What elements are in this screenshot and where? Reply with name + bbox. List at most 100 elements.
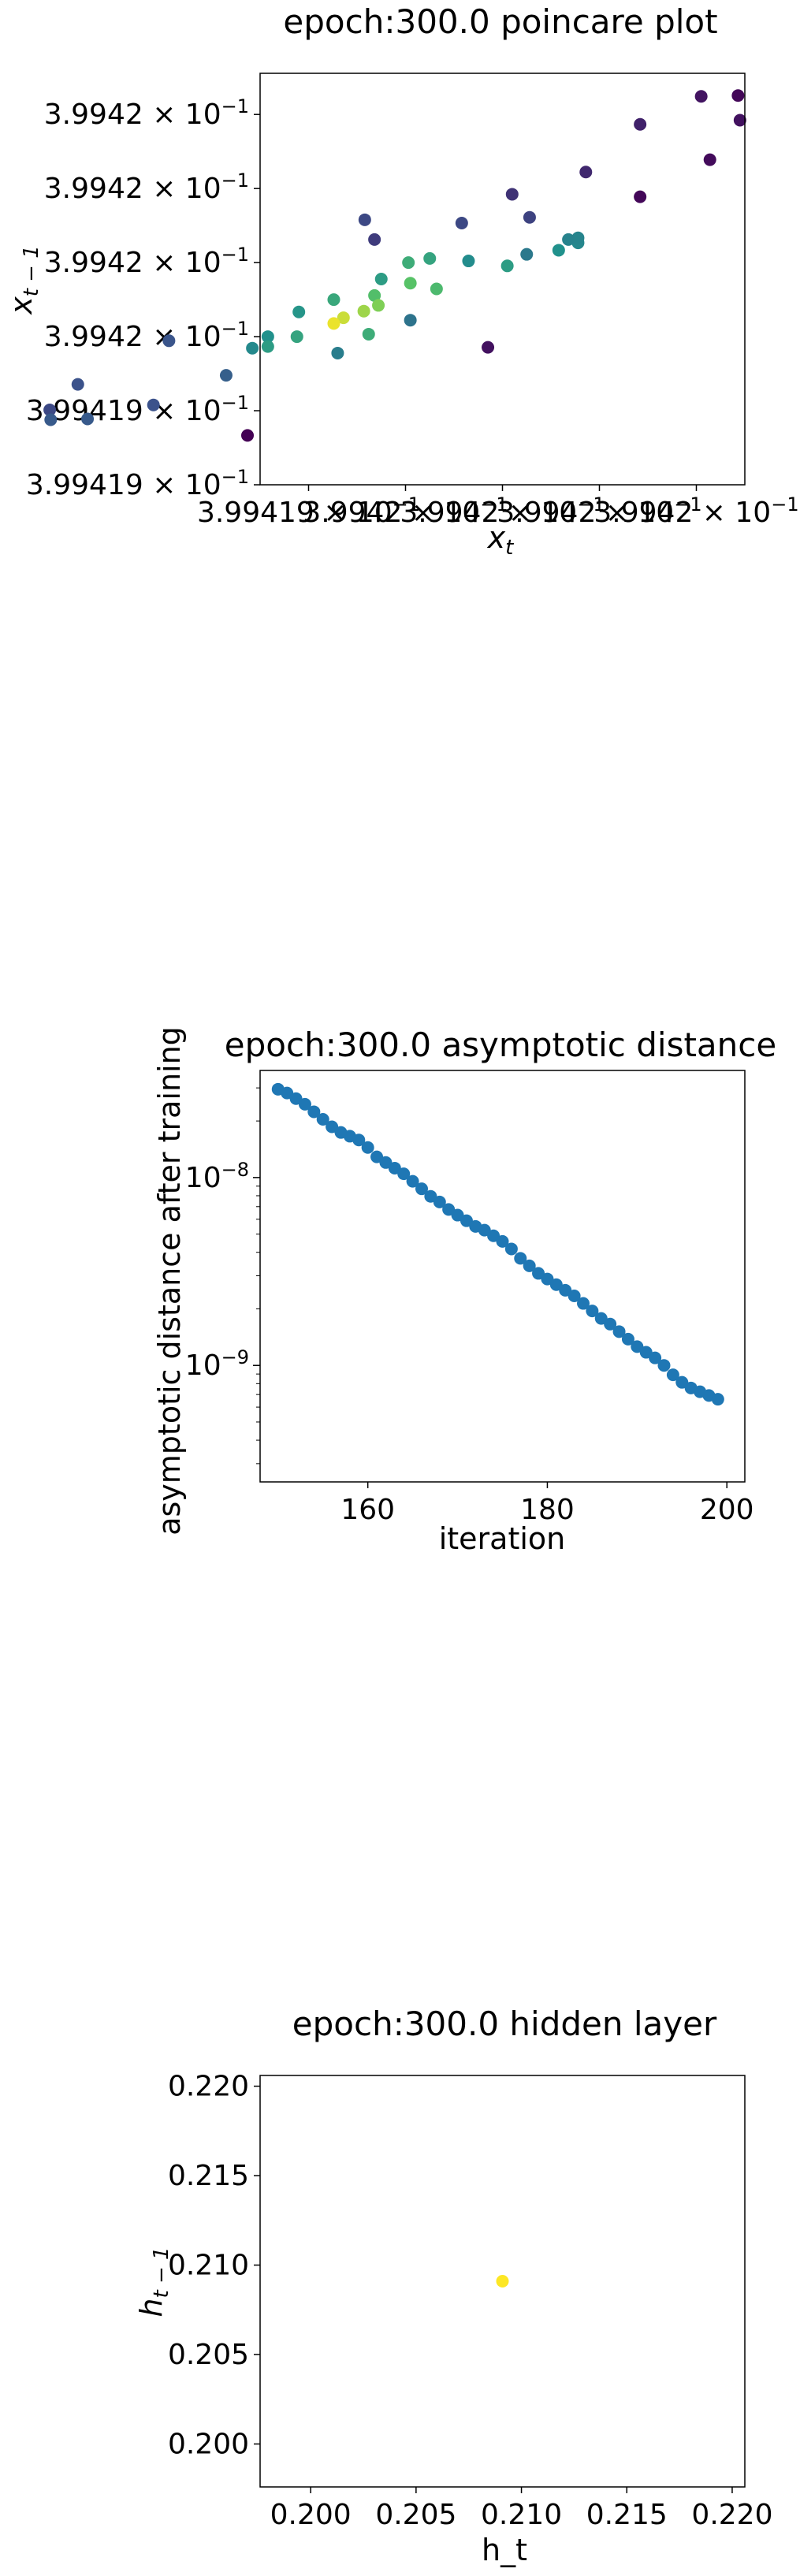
data-point [694,90,708,103]
x-tick-labels: 0.200 0.205 0.210 0.215 0.220 [270,2487,772,2531]
data-point [362,327,375,341]
data-point [352,1134,366,1147]
y-tick-label: 0.220 [168,2071,249,2103]
data-point [523,1259,536,1272]
data-point [379,1156,393,1169]
data-point [368,233,381,246]
data-point [594,1312,608,1325]
x-tick-label: 0.210 [481,2499,562,2531]
data-point [504,1242,518,1256]
y-tick-label: 3.99419 × 10−1 [26,466,249,501]
data-point [404,277,417,290]
plot-frame [259,73,746,486]
data-point [657,1359,671,1372]
y-tick-label: 3.9942 × 10−1 [44,169,249,205]
data-point [505,188,519,201]
y-axis-label: ht − 1 [134,2247,173,2317]
x-tick-label: 3.9942 × 10−1 [303,493,508,529]
data-point [327,317,340,330]
data-point [455,217,468,230]
data-point [331,346,344,359]
plot-frame [259,1070,746,1483]
data-point [388,1161,401,1174]
data-points [43,89,746,442]
x-tick-label: 3.99419 × 10−1 [197,493,420,529]
data-point [397,1167,411,1181]
x-axis-label: h_t [482,2533,527,2567]
x-tick-label: 3.9942 × 10−1 [593,493,798,529]
data-point [406,1174,419,1188]
asymptotic-distance-chart: epoch:300.0 asymptotic distance 10−8 10−9… [152,1026,776,1556]
data-point [649,1351,662,1364]
data-point [241,429,255,442]
data-point [634,117,647,131]
data-point [147,398,160,411]
data-points [496,2275,509,2288]
data-point [246,341,259,355]
y-tick-labels: 3.99419 × 10−1 3.99419 × 10−1 3.9942 × 10−… [26,95,260,501]
data-point [478,1223,491,1237]
y-tick-label: 0.200 [168,2429,249,2461]
data-point [415,1182,428,1196]
data-point [290,330,303,344]
data-point [281,1086,294,1100]
x-tick-label: 3.9942 × 10−1 [497,493,701,529]
data-point [549,1278,563,1291]
x-tick-label: 0.220 [691,2499,772,2531]
x-tick-labels: 3.99419 × 10−13.9942 × 10−13.9942 × 10−1… [197,485,799,529]
y-tick-label: 10−8 [185,1159,249,1194]
data-point [496,1234,509,1248]
y-tick-label: 3.9942 × 10−1 [44,95,249,131]
data-point [703,153,716,166]
data-point [404,314,417,327]
data-point [711,1393,724,1406]
data-point [552,244,565,257]
data-point [316,1112,329,1126]
chart-title: epoch:300.0 asymptotic distance [225,1026,776,1064]
data-point [500,259,514,273]
data-point [462,255,475,268]
chart-title: epoch:300.0 poincare plot [283,2,717,41]
data-point [261,330,274,344]
data-point [579,166,593,179]
data-point [370,1150,384,1163]
data-point [496,2275,509,2288]
data-point [298,1097,311,1111]
data-point [733,114,746,127]
x-tick-label: 160 [340,1494,395,1526]
data-point [541,1272,554,1286]
y-tick-labels: 0.200 0.205 0.210 0.215 0.220 [168,2071,260,2461]
data-point [639,1346,653,1359]
data-point [44,413,58,426]
data-point [327,293,340,307]
y-tick-label: 0.205 [168,2339,249,2371]
data-point [292,305,306,318]
data-point [368,288,381,302]
y-tick-label: 0.210 [168,2250,249,2282]
data-point [487,1229,500,1242]
data-point [562,233,575,246]
data-point [307,1105,321,1119]
y-tick-label: 0.215 [168,2160,249,2192]
data-point [666,1368,679,1382]
data-point [586,1305,599,1318]
plot-frame [259,2075,746,2488]
data-point [621,1332,634,1346]
data-point [430,282,443,296]
x-axis-label: iteration [439,1521,566,1556]
data-point [402,256,415,270]
x-tick-label: 200 [700,1494,754,1526]
data-point [71,378,84,391]
data-point [567,1290,581,1303]
data-point [162,334,176,348]
data-point [289,1092,303,1105]
x-tick-label: 0.215 [586,2499,668,2531]
data-point [577,1297,590,1310]
data-point [261,340,274,353]
data-point [361,1141,374,1154]
poincare-chart: epoch:300.0 poincare plot 3.99419 × 10−1… [4,2,799,560]
data-point [571,231,585,244]
data-point [612,1325,626,1338]
data-point [460,1214,473,1227]
y-tick-labels: 10−8 10−9 [185,1087,260,1465]
